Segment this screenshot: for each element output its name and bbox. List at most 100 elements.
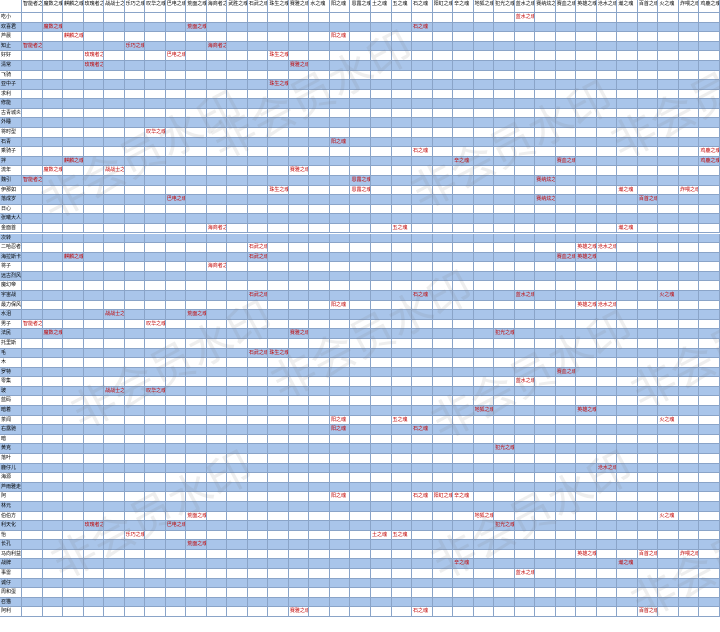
column-header: 蓝水之魂 xyxy=(514,0,536,13)
empty-cell xyxy=(83,22,105,33)
empty-cell xyxy=(514,243,536,253)
empty-cell xyxy=(658,492,679,502)
empty-cell xyxy=(596,156,618,167)
empty-cell xyxy=(329,156,351,167)
empty-cell xyxy=(412,214,433,224)
empty-cell xyxy=(145,463,166,474)
empty-cell xyxy=(329,607,351,617)
empty-cell xyxy=(371,89,392,100)
empty-cell xyxy=(145,281,166,292)
empty-cell xyxy=(596,291,618,301)
empty-cell xyxy=(535,338,556,349)
empty-cell xyxy=(22,185,43,196)
empty-cell xyxy=(247,588,269,598)
empty-cell xyxy=(514,597,536,608)
empty-cell xyxy=(42,41,64,52)
empty-cell xyxy=(473,377,495,387)
empty-cell xyxy=(83,348,105,359)
empty-cell xyxy=(391,540,413,550)
row-header: 好好 xyxy=(0,51,22,61)
empty-cell xyxy=(186,396,207,407)
empty-cell xyxy=(247,578,269,589)
empty-cell xyxy=(145,434,166,445)
empty-cell xyxy=(350,233,371,244)
empty-cell xyxy=(412,300,433,311)
empty-cell xyxy=(247,396,269,407)
empty-cell xyxy=(165,118,187,129)
empty-cell xyxy=(412,271,433,282)
empty-cell xyxy=(391,329,413,339)
empty-cell xyxy=(206,473,228,483)
empty-cell xyxy=(227,415,248,426)
empty-cell xyxy=(268,588,289,598)
empty-cell xyxy=(186,434,207,445)
row-header: 修能 xyxy=(0,99,22,109)
empty-cell xyxy=(617,99,638,109)
empty-cell xyxy=(412,137,433,148)
empty-cell xyxy=(227,425,248,435)
empty-cell xyxy=(206,463,228,474)
empty-cell xyxy=(699,310,720,320)
empty-cell xyxy=(699,463,720,474)
empty-cell xyxy=(186,473,207,483)
empty-cell xyxy=(22,51,43,61)
empty-cell xyxy=(42,492,64,502)
empty-cell xyxy=(453,511,474,522)
empty-cell xyxy=(576,233,597,244)
empty-cell xyxy=(473,41,495,52)
row-header: 马向利益 xyxy=(0,549,22,560)
empty-cell xyxy=(247,80,269,90)
empty-cell xyxy=(391,195,413,205)
empty-cell xyxy=(104,13,125,23)
empty-cell xyxy=(494,243,515,253)
empty-cell xyxy=(22,204,43,215)
empty-cell xyxy=(432,60,454,71)
empty-cell xyxy=(473,32,495,42)
empty-cell xyxy=(22,137,43,148)
empty-cell xyxy=(596,252,618,263)
empty-cell xyxy=(576,329,597,339)
empty-cell xyxy=(535,166,556,176)
empty-cell xyxy=(206,406,228,416)
empty-cell xyxy=(494,51,515,61)
empty-cell xyxy=(391,41,413,52)
empty-cell xyxy=(186,51,207,61)
row-header: 落叶 xyxy=(0,454,22,464)
empty-cell xyxy=(494,41,515,52)
empty-cell xyxy=(227,511,248,522)
empty-cell xyxy=(391,434,413,445)
empty-cell xyxy=(555,358,577,368)
empty-cell xyxy=(432,70,454,81)
empty-cell xyxy=(391,482,413,493)
empty-cell xyxy=(453,348,474,359)
empty-cell xyxy=(268,300,289,311)
empty-cell xyxy=(145,262,166,272)
empty-cell xyxy=(473,597,495,608)
empty-cell xyxy=(391,588,413,598)
empty-cell xyxy=(268,338,289,349)
empty-cell xyxy=(288,271,310,282)
empty-cell xyxy=(678,175,700,186)
empty-cell xyxy=(247,444,269,454)
cell: 海商者之魂 xyxy=(206,223,228,234)
empty-cell xyxy=(83,147,105,157)
empty-cell xyxy=(145,175,166,186)
empty-cell xyxy=(576,80,597,90)
empty-cell xyxy=(678,454,700,464)
empty-cell xyxy=(145,492,166,502)
empty-cell xyxy=(22,406,43,416)
empty-cell xyxy=(514,271,536,282)
empty-cell xyxy=(473,300,495,311)
empty-cell xyxy=(247,329,269,339)
cell: 英雄之魂 xyxy=(576,300,597,311)
empty-cell xyxy=(596,492,618,502)
empty-cell xyxy=(329,588,351,598)
cell: 地狐之魂 xyxy=(473,406,495,416)
empty-cell xyxy=(637,80,659,90)
empty-cell xyxy=(555,80,577,90)
empty-cell xyxy=(658,348,679,359)
row-header: 毛 xyxy=(0,348,22,359)
empty-cell xyxy=(124,128,146,138)
empty-cell xyxy=(637,492,659,502)
empty-cell xyxy=(227,463,248,474)
